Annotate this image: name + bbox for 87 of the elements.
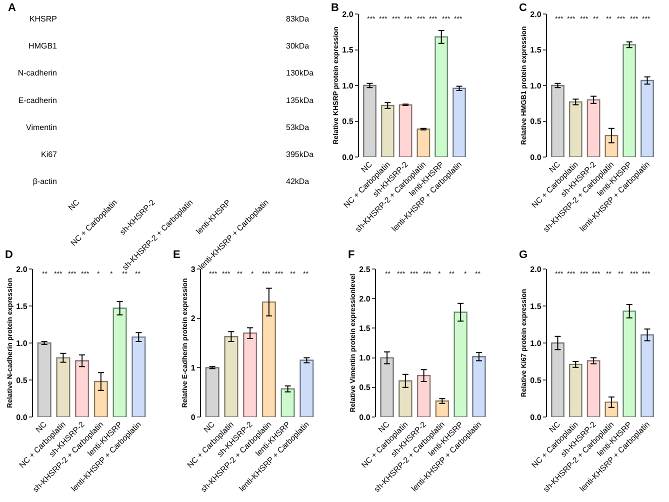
- chart-title: G: [519, 249, 528, 261]
- bar: [380, 104, 394, 157]
- bar: [132, 336, 146, 417]
- category-label: KHSRP: [29, 14, 57, 24]
- category-label: 83kDa: [286, 14, 310, 24]
- bar: [416, 374, 431, 417]
- bar: [112, 308, 127, 417]
- category-label: E-cadherin: [18, 96, 57, 105]
- bar: [224, 336, 238, 417]
- y-tick-label: 0.5: [530, 117, 542, 126]
- y-tick-label: 1.5: [16, 302, 28, 311]
- text: A: [8, 2, 16, 14]
- y-tick-label: 2.0: [342, 10, 354, 19]
- bar: [37, 342, 52, 417]
- bar: [472, 356, 486, 417]
- chart-title: D: [5, 249, 13, 261]
- bar: [262, 301, 276, 417]
- y-tick-label: 1.0: [530, 338, 542, 348]
- category-label: N-cadherin: [18, 68, 57, 78]
- bar: [300, 360, 314, 417]
- y-tick-label: 2.0: [16, 264, 28, 274]
- y-tick-label: 0: [190, 412, 196, 422]
- bar: [280, 388, 295, 417]
- category-label: 130kDa: [286, 68, 314, 78]
- bar: [363, 84, 376, 157]
- bar: [416, 128, 430, 157]
- category-label: 395kDa: [286, 150, 314, 160]
- bar: [434, 36, 448, 157]
- y-tick-label: 3: [190, 264, 196, 274]
- y-tick-label: 2.5: [359, 264, 371, 274]
- bar: [640, 80, 654, 157]
- bar: [435, 400, 450, 417]
- bar: [243, 332, 258, 417]
- bar: [398, 104, 412, 157]
- chart-title: B: [331, 2, 339, 14]
- bar: [380, 357, 394, 417]
- y-tick-label: 1.0: [342, 81, 354, 90]
- y-tick-label: 0.0: [16, 412, 28, 422]
- category-label: 30kDa: [286, 42, 310, 51]
- category-label: Vimentin: [26, 122, 57, 132]
- bar: [604, 134, 618, 157]
- y-tick-label: 1.0: [530, 81, 542, 90]
- y-tick-label: 1.5: [530, 46, 542, 55]
- bar: [551, 84, 564, 157]
- bar: [568, 364, 582, 417]
- y-tick-label: 1.0: [359, 354, 371, 363]
- y-tick-label: 0.0: [530, 152, 542, 162]
- category-label: 135kDa: [286, 96, 314, 105]
- y-tick-label: 1.5: [530, 302, 542, 311]
- y-tick-label: 0.5: [359, 383, 371, 392]
- category-label: β-actin: [32, 177, 57, 186]
- bar: [568, 101, 582, 157]
- bar: [551, 342, 564, 417]
- y-tick-label: 0.5: [530, 376, 542, 385]
- chart-title: E: [173, 249, 180, 261]
- bar: [452, 88, 466, 157]
- y-tick-label: 1: [190, 363, 196, 372]
- y-tick-label: 2.0: [359, 294, 371, 304]
- category-label: HMGB1: [28, 42, 57, 51]
- y-tick-label: 0.0: [342, 152, 354, 162]
- chart-title: C: [519, 2, 527, 14]
- y-tick-label: 1.5: [359, 324, 371, 333]
- bar: [454, 312, 468, 417]
- y-tick-label: 2.0: [530, 10, 542, 19]
- y-tick-label: 0.0: [359, 412, 371, 422]
- bar: [622, 310, 636, 417]
- category-label: Ki67: [40, 150, 57, 160]
- y-tick-label: 0.0: [530, 412, 542, 422]
- y-tick-label: 2.0: [530, 264, 542, 274]
- bar: [586, 360, 600, 417]
- y-tick-label: 0.5: [342, 117, 354, 126]
- bar: [205, 367, 220, 417]
- y-tick-label: 0.5: [16, 376, 28, 385]
- y-tick-label: 1.0: [16, 338, 28, 348]
- bar: [398, 380, 412, 417]
- chart-title: F: [348, 249, 355, 261]
- y-tick-label: 1.5: [342, 46, 354, 55]
- bar: [94, 380, 108, 417]
- category-label: 53kDa: [286, 122, 310, 132]
- category-label: 42kDa: [286, 177, 310, 186]
- bar: [75, 360, 90, 417]
- y-tick-label: 2: [190, 314, 196, 324]
- bar: [622, 44, 636, 157]
- bar: [56, 357, 70, 417]
- bar: [604, 402, 618, 417]
- bar: [640, 334, 654, 417]
- bar: [586, 99, 600, 157]
